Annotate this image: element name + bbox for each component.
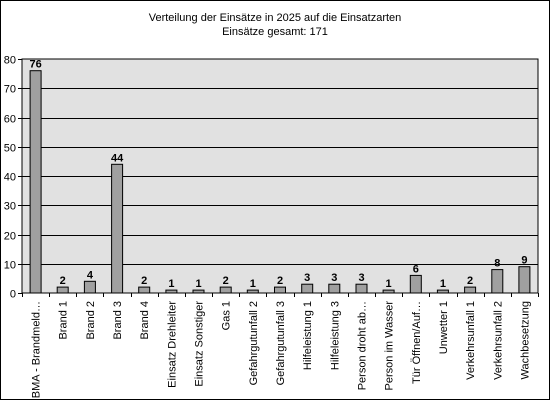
y-tick-label: 20 — [4, 231, 16, 243]
data-label: 44 — [111, 152, 124, 164]
x-tick-label: Unwetter 1 — [438, 301, 450, 354]
data-label: 2 — [277, 275, 283, 287]
data-label: 6 — [413, 263, 419, 275]
x-tick-label: Einsatz Drehleiter — [166, 301, 178, 388]
data-label: 3 — [304, 272, 310, 284]
bar — [328, 283, 341, 294]
bar — [29, 70, 42, 294]
data-label: 1 — [168, 278, 174, 290]
x-tick-label: Person im Wasser — [384, 301, 396, 391]
x-tick-label: Verkehrsunfall 1 — [465, 301, 477, 380]
data-label: 2 — [141, 275, 147, 287]
bar — [409, 274, 422, 294]
x-tick-label: Wachbesetzung — [519, 301, 531, 379]
y-axis: 0 10 20 30 40 50 60 70 80 — [4, 55, 22, 301]
x-tick-label: BMA - Brandmeld… — [31, 301, 43, 398]
bar — [382, 289, 395, 294]
data-label: 8 — [494, 258, 500, 270]
bar — [165, 289, 178, 294]
y-tick-label: 30 — [4, 201, 16, 213]
data-label: 1 — [250, 278, 256, 290]
bar — [219, 286, 232, 294]
x-tick-label: Gefahrgutunfall 3 — [275, 301, 287, 385]
chart-subtitle: Einsätze gesamt: 171 — [222, 26, 328, 38]
bar — [301, 283, 314, 294]
x-tick-label: Hilfeleistung 1 — [302, 301, 314, 370]
y-tick-label: 70 — [4, 84, 16, 96]
x-tick-label: Brand 3 — [112, 301, 124, 340]
bar — [436, 289, 449, 294]
data-label: 4 — [87, 269, 94, 281]
data-label: 2 — [467, 275, 473, 287]
bar — [491, 269, 504, 294]
y-tick-label: 50 — [4, 143, 16, 155]
bar — [138, 286, 151, 294]
data-label: 9 — [521, 255, 527, 267]
y-tick-label: 80 — [4, 55, 16, 67]
chart-title: Verteilung der Einsätze in 2025 auf die … — [148, 12, 402, 24]
bar — [111, 163, 124, 294]
y-tick-label: 0 — [10, 289, 16, 301]
data-label: 1 — [440, 278, 446, 290]
x-axis: BMA - Brandmeld… Brand 1 Brand 2 Brand 3 Bra… — [22, 293, 539, 398]
y-tick-label: 60 — [4, 114, 16, 126]
x-tick-label: Gefahrgutunfall 2 — [248, 301, 260, 385]
y-tick-label: 10 — [4, 260, 16, 272]
x-tick-label: Brand 1 — [58, 301, 70, 340]
y-tick-label: 40 — [4, 172, 16, 184]
x-tick-label: Brand 2 — [85, 301, 97, 340]
data-label: 3 — [331, 272, 337, 284]
bar — [56, 286, 69, 294]
data-label: 2 — [60, 275, 66, 287]
plot-area — [21, 58, 539, 294]
x-tick-label: Person droht ab… — [357, 301, 369, 390]
x-tick-label: Hilfeleistung 3 — [329, 301, 341, 370]
x-tick-label: Gas 1 — [221, 301, 233, 330]
x-tick-label: Brand 4 — [139, 301, 151, 340]
bars — [29, 70, 531, 294]
data-label: 1 — [386, 278, 392, 290]
bar — [246, 289, 259, 294]
bar — [518, 266, 531, 294]
data-label: 76 — [29, 59, 41, 71]
bar — [355, 283, 368, 294]
x-tick-label: Einsatz Sonstiger — [194, 301, 206, 387]
bar — [192, 289, 205, 294]
x-tick-label: Tür Öffnen/Auf… — [411, 301, 423, 384]
data-label: 2 — [223, 275, 229, 287]
data-label: 3 — [358, 272, 364, 284]
bar — [464, 286, 477, 294]
data-label: 1 — [195, 278, 201, 290]
bar — [274, 286, 286, 294]
bar — [83, 280, 96, 294]
x-tick-label: Verkehrsunfall 2 — [492, 301, 504, 380]
